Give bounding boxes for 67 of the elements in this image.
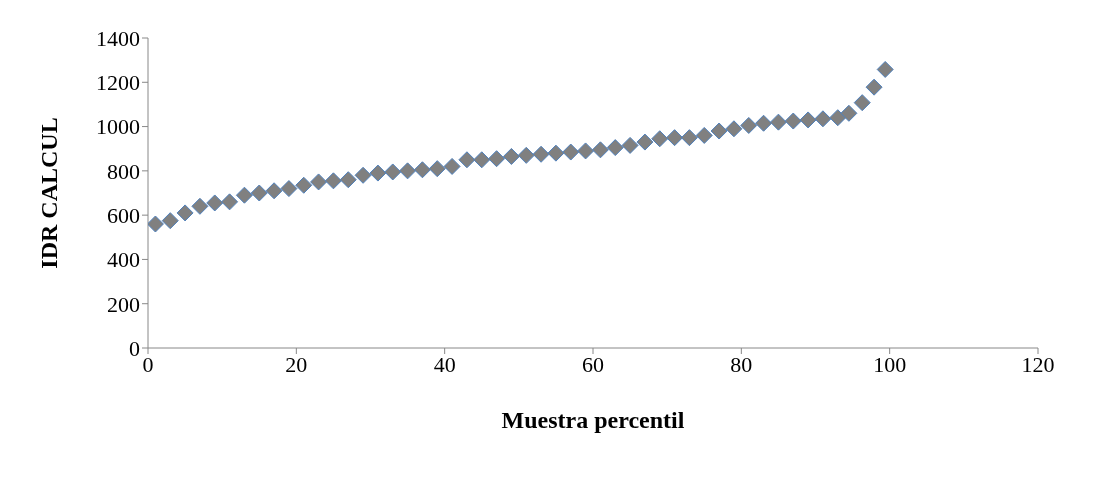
point xyxy=(621,136,639,154)
point xyxy=(221,193,239,211)
point xyxy=(354,166,372,184)
point xyxy=(413,161,431,179)
point xyxy=(458,151,476,169)
point xyxy=(176,204,194,222)
point xyxy=(532,145,550,163)
point xyxy=(488,150,506,168)
y-tick-label: 400 xyxy=(107,247,140,273)
point xyxy=(784,112,802,130)
y-tick-label: 200 xyxy=(107,291,140,317)
point xyxy=(562,143,580,161)
point xyxy=(206,194,224,212)
point xyxy=(148,215,164,233)
point xyxy=(799,111,817,129)
point xyxy=(853,94,871,112)
point xyxy=(280,180,298,198)
x-tick-label: 120 xyxy=(1021,351,1055,377)
point xyxy=(428,160,446,178)
point xyxy=(369,164,387,182)
y-tick-label: 1200 xyxy=(96,70,140,96)
point xyxy=(517,146,535,164)
point xyxy=(310,173,328,191)
y-tick-label: 800 xyxy=(107,158,140,184)
y-tick-label: 1000 xyxy=(96,114,140,140)
y-tick-label: 0 xyxy=(129,335,140,361)
x-tick-label: 80 xyxy=(730,351,753,377)
point xyxy=(606,139,624,157)
point xyxy=(769,113,787,131)
point xyxy=(399,162,417,180)
point xyxy=(250,184,268,202)
point xyxy=(591,141,609,159)
point xyxy=(876,60,894,78)
point xyxy=(666,129,684,147)
y-tick-label: 1400 xyxy=(96,25,140,51)
point xyxy=(502,147,520,165)
point xyxy=(814,110,832,128)
point xyxy=(636,133,654,151)
x-tick-label: 20 xyxy=(285,351,308,377)
point xyxy=(161,212,179,230)
point xyxy=(324,172,342,190)
point xyxy=(295,176,313,194)
point xyxy=(755,114,773,132)
point xyxy=(473,151,491,169)
point xyxy=(235,186,253,204)
point xyxy=(740,116,758,134)
point xyxy=(547,144,565,162)
point xyxy=(710,122,728,140)
x-tick-label: 100 xyxy=(873,351,907,377)
x-tick-label: 60 xyxy=(582,351,604,377)
y-tick-label: 600 xyxy=(107,202,140,228)
point xyxy=(577,142,595,160)
y-axis-title: IDR CALCUL xyxy=(35,117,62,269)
point xyxy=(339,171,357,189)
x-axis-title: Muestra percentil xyxy=(501,407,685,433)
point xyxy=(725,120,743,138)
point xyxy=(651,130,669,148)
point xyxy=(191,197,209,215)
point xyxy=(265,182,283,200)
point xyxy=(829,109,847,127)
x-tick-label: 40 xyxy=(433,351,456,377)
point xyxy=(695,126,713,144)
point xyxy=(680,129,698,147)
point xyxy=(384,163,402,181)
point xyxy=(840,104,858,122)
point xyxy=(865,78,883,96)
point xyxy=(443,157,461,175)
